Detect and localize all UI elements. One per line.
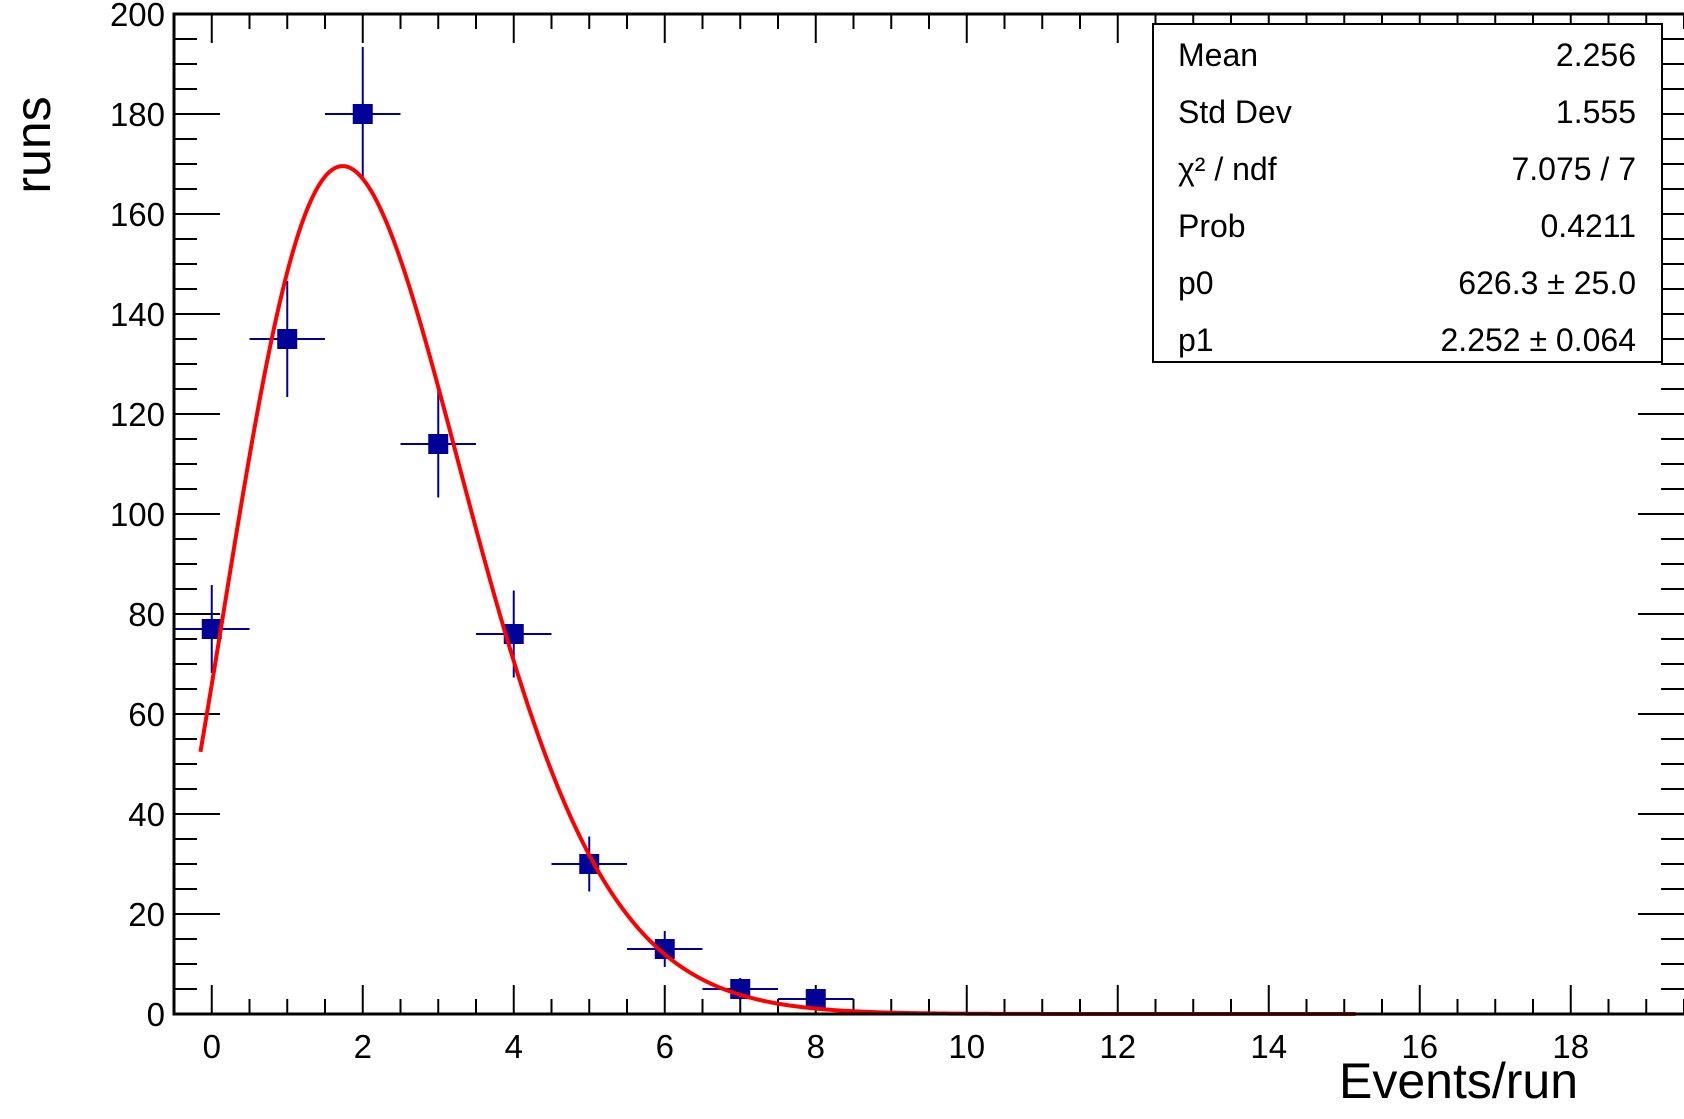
point-marker bbox=[277, 329, 298, 349]
data-points bbox=[174, 47, 854, 1009]
stats-label: χ² / ndf bbox=[1178, 151, 1277, 187]
stats-value: 2.256 bbox=[1556, 37, 1636, 73]
x-tick-label: 10 bbox=[948, 1028, 985, 1065]
data-point bbox=[325, 47, 401, 181]
stats-box-frame bbox=[1152, 23, 1663, 363]
stats-label: Mean bbox=[1178, 37, 1258, 73]
x-tick-label: 8 bbox=[807, 1028, 825, 1065]
y-tick-label: 40 bbox=[128, 796, 165, 833]
y-tick-label: 80 bbox=[128, 596, 165, 633]
y-tick-label: 200 bbox=[110, 0, 165, 33]
x-tick-labels: 0 2 4 6 8 10 12 14 16 18 bbox=[203, 1028, 1590, 1065]
y-tick-labels: 0 20 40 60 80 100 120 140 160 180 200 bbox=[110, 0, 165, 1033]
y-tick-label: 160 bbox=[110, 196, 165, 233]
point-marker bbox=[201, 619, 222, 639]
stats-box: Mean 2.256 Std Dev 1.555 χ² / ndf 7.075 / 7 Pr… bbox=[1152, 23, 1663, 363]
data-point bbox=[778, 989, 854, 1009]
y-tick-label: 20 bbox=[128, 896, 165, 933]
data-point bbox=[551, 836, 627, 892]
x-tick-label: 16 bbox=[1401, 1028, 1438, 1065]
point-marker bbox=[654, 939, 675, 959]
x-tick-label: 18 bbox=[1552, 1028, 1589, 1065]
data-point bbox=[627, 931, 703, 967]
stats-value: 0.4211 bbox=[1541, 208, 1637, 244]
x-tick-label: 0 bbox=[203, 1028, 221, 1065]
x-axis-title: Events/run bbox=[1339, 1053, 1578, 1109]
stats-label: p1 bbox=[1178, 322, 1214, 358]
stats-value: 7.075 / 7 bbox=[1511, 151, 1636, 187]
y-tick-label: 60 bbox=[128, 696, 165, 733]
y-tick-label: 0 bbox=[147, 996, 165, 1033]
x-tick-label: 4 bbox=[505, 1028, 523, 1065]
plot-frame bbox=[172, 12, 1684, 1016]
x-tick-label: 6 bbox=[656, 1028, 674, 1065]
stats-label: Prob bbox=[1178, 208, 1246, 244]
data-point bbox=[400, 390, 476, 498]
stats-label: Std Dev bbox=[1178, 94, 1292, 130]
data-point bbox=[174, 585, 250, 673]
stats-value: 2.252 ± 0.064 bbox=[1441, 322, 1637, 358]
point-marker bbox=[805, 989, 826, 1009]
y-tick-label: 140 bbox=[110, 296, 165, 333]
stats-value: 1.555 bbox=[1556, 94, 1636, 130]
y-tick-label: 180 bbox=[110, 96, 165, 133]
x-tick-label: 14 bbox=[1250, 1028, 1287, 1065]
point-marker bbox=[352, 104, 373, 124]
stats-label: p0 bbox=[1178, 265, 1214, 301]
y-axis-title: runs bbox=[5, 96, 61, 193]
point-marker bbox=[579, 854, 600, 874]
point-marker bbox=[428, 434, 449, 454]
data-point bbox=[249, 281, 325, 397]
stats-value: 626.3 ± 25.0 bbox=[1458, 265, 1636, 301]
x-tick-label: 2 bbox=[354, 1028, 372, 1065]
y-tick-label: 100 bbox=[110, 496, 165, 533]
y-tick-label: 120 bbox=[110, 396, 165, 433]
x-tick-label: 12 bbox=[1099, 1028, 1136, 1065]
